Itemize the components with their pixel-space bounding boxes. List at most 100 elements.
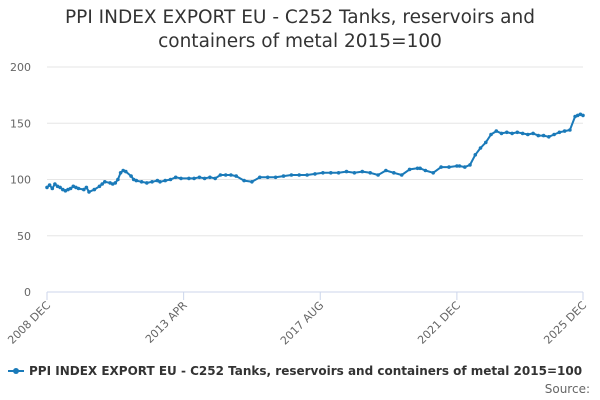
data-point[interactable] [202, 176, 207, 181]
data-point[interactable] [399, 173, 404, 177]
data-point[interactable] [229, 173, 233, 177]
data-point[interactable] [258, 175, 262, 180]
data-point[interactable] [113, 181, 118, 185]
data-point[interactable] [179, 176, 183, 181]
data-point[interactable] [234, 174, 238, 178]
data-point[interactable] [223, 173, 228, 177]
data-point[interactable] [273, 175, 278, 180]
chart-title-line-1: PPI INDEX EXPORT EU - C252 Tanks, reserv… [65, 7, 535, 28]
data-point[interactable] [192, 176, 196, 181]
data-point[interactable] [134, 178, 139, 183]
data-point[interactable] [103, 180, 107, 184]
series-line[interactable] [46, 113, 584, 193]
data-point[interactable] [562, 129, 567, 133]
data-point[interactable] [520, 131, 525, 136]
y-tick-label: 50 [17, 230, 31, 243]
data-point[interactable] [163, 178, 167, 183]
data-point[interactable] [344, 169, 349, 174]
data-point[interactable] [457, 164, 462, 168]
data-point[interactable] [187, 176, 191, 181]
data-point[interactable] [336, 171, 341, 175]
data-point[interactable] [368, 171, 373, 175]
data-point[interactable] [468, 163, 472, 167]
data-point[interactable] [478, 146, 483, 150]
data-point[interactable] [305, 173, 309, 177]
data-point[interactable] [168, 177, 173, 182]
data-point[interactable] [515, 130, 520, 135]
data-point[interactable] [510, 131, 514, 136]
data-point[interactable] [418, 166, 422, 171]
data-point[interactable] [129, 174, 133, 178]
data-point[interactable] [173, 175, 178, 180]
data-point[interactable] [489, 132, 493, 137]
data-point[interactable] [541, 133, 546, 138]
data-point[interactable] [76, 186, 81, 191]
data-point[interactable] [150, 180, 154, 184]
data-point[interactable] [392, 171, 396, 175]
data-point[interactable] [552, 132, 556, 137]
data-point[interactable] [58, 185, 62, 190]
data-point[interactable] [463, 165, 467, 169]
data-point[interactable] [47, 183, 52, 187]
data-point[interactable] [82, 187, 86, 192]
data-point[interactable] [473, 153, 478, 157]
data-point[interactable] [100, 182, 104, 186]
data-point[interactable] [297, 173, 302, 177]
data-point[interactable] [431, 171, 436, 175]
data-point[interactable] [50, 186, 55, 191]
data-point[interactable] [484, 140, 488, 145]
data-point[interactable] [218, 173, 223, 177]
data-point[interactable] [92, 187, 97, 192]
data-point[interactable] [197, 175, 202, 180]
data-point[interactable] [423, 168, 428, 173]
data-point[interactable] [242, 178, 246, 183]
data-point[interactable] [494, 129, 499, 133]
data-point[interactable] [531, 131, 535, 136]
data-point[interactable] [124, 169, 128, 174]
data-point[interactable] [87, 190, 91, 194]
data-point[interactable] [384, 168, 388, 173]
data-point[interactable] [352, 171, 357, 175]
data-point[interactable] [289, 173, 294, 177]
data-point[interactable] [439, 165, 443, 169]
series-group[interactable] [45, 112, 585, 194]
legend-line-marker-icon [8, 366, 24, 376]
data-point[interactable] [116, 177, 120, 182]
data-point[interactable] [208, 175, 212, 180]
data-point[interactable] [499, 131, 504, 136]
chart-title: PPI INDEX EXPORT EU - C252 Tanks, reserv… [0, 6, 600, 54]
data-point[interactable] [407, 167, 412, 172]
data-point[interactable] [360, 169, 365, 174]
data-point[interactable] [68, 186, 73, 191]
data-point[interactable] [505, 130, 509, 135]
data-point[interactable] [84, 185, 89, 190]
data-point[interactable] [97, 184, 102, 189]
data-point[interactable] [158, 180, 162, 184]
data-point[interactable] [313, 172, 317, 176]
data-point[interactable] [281, 174, 286, 178]
data-point[interactable] [329, 171, 333, 175]
data-point[interactable] [53, 182, 57, 186]
data-point[interactable] [575, 113, 580, 118]
data-point[interactable] [447, 165, 451, 169]
x-axis-labels: 2008 DEC 2013 APR 2017 AUG 2021 DEC 2025 DEC [5, 299, 589, 348]
data-point[interactable] [568, 128, 572, 132]
data-point[interactable] [547, 135, 551, 139]
data-point[interactable] [526, 132, 530, 137]
data-point[interactable] [557, 130, 562, 135]
data-point[interactable] [250, 180, 254, 184]
data-point[interactable] [139, 180, 144, 184]
data-point[interactable] [415, 166, 420, 171]
data-point[interactable] [45, 185, 49, 190]
data-point[interactable] [455, 164, 459, 168]
data-point[interactable] [118, 171, 123, 175]
data-point[interactable] [536, 133, 541, 138]
data-point[interactable] [213, 176, 217, 181]
data-point[interactable] [265, 175, 270, 180]
data-point[interactable] [321, 171, 325, 175]
data-point[interactable] [145, 181, 149, 185]
data-point[interactable] [581, 113, 585, 118]
data-point[interactable] [376, 173, 380, 177]
legend-item[interactable]: PPI INDEX EXPORT EU - C252 Tanks, reserv… [8, 364, 582, 378]
